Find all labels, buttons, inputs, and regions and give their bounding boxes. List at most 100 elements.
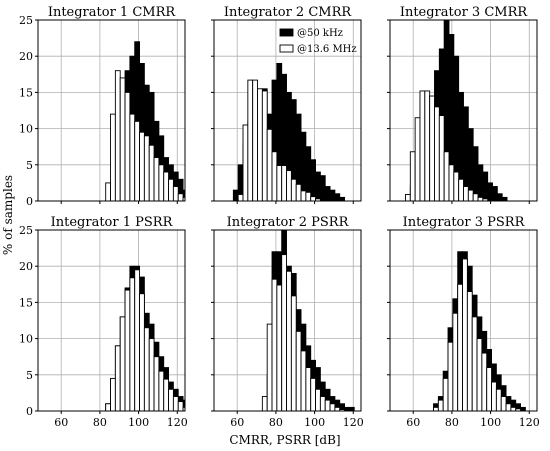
- bar-13-6mhz: [438, 115, 445, 201]
- bar-13-6mhz: [158, 370, 165, 411]
- bar-13-6mhz: [134, 269, 140, 411]
- bar-13-6mhz: [482, 198, 489, 201]
- panel-title: Integrator 2 PSRR: [227, 215, 350, 230]
- bar-13-6mhz: [319, 396, 326, 411]
- bar-13-6mhz: [447, 341, 454, 411]
- bar-13-6mhz: [143, 135, 150, 201]
- panel-title: Integrator 1 PSRR: [51, 215, 174, 230]
- bar-50khz: [188, 190, 193, 201]
- bar-13-6mhz: [315, 388, 321, 411]
- y-tick-label: 0: [26, 405, 33, 418]
- bar-13-6mhz: [163, 171, 170, 201]
- bar-13-6mhz: [153, 157, 160, 201]
- bar-50khz: [310, 159, 316, 201]
- x-tick-label: 60: [230, 416, 244, 429]
- bar-13-6mhz: [324, 399, 331, 411]
- bar-13-6mhz: [158, 164, 165, 201]
- bar-13-6mhz: [457, 283, 463, 411]
- bar-50khz: [492, 186, 498, 201]
- x-tick-label: 120: [167, 416, 188, 429]
- bar-13-6mhz: [290, 178, 297, 201]
- bar-50khz: [324, 186, 331, 201]
- bar-13-6mhz: [182, 406, 185, 411]
- bar-13-6mhz: [310, 377, 316, 411]
- bar-13-6mhz: [281, 165, 287, 201]
- bars-group: [405, 20, 508, 201]
- x-tick-label: 80: [93, 416, 107, 429]
- bar-13-6mhz: [124, 91, 131, 201]
- y-tick-label: 10: [19, 333, 33, 346]
- bars-group: [105, 41, 193, 201]
- bar-13-6mhz: [163, 378, 170, 411]
- bar-13-6mhz: [429, 95, 435, 201]
- x-tick-label: 80: [269, 416, 283, 429]
- bar-50khz: [487, 182, 493, 201]
- bar-13-6mhz: [153, 356, 160, 411]
- bar-50khz: [520, 406, 526, 411]
- bar-13-6mhz: [437, 399, 444, 411]
- bar-13-6mhz: [448, 164, 455, 201]
- bar-13-6mhz: [414, 117, 421, 201]
- bar-13-6mhz: [139, 293, 145, 411]
- x-tick-label: 60: [54, 416, 68, 429]
- bar-50khz: [477, 164, 484, 201]
- x-tick-label: 80: [445, 416, 459, 429]
- bar-13-6mhz: [510, 406, 517, 411]
- bar-13-6mhz: [276, 284, 283, 411]
- bar-13-6mhz: [182, 196, 185, 201]
- bar-13-6mhz: [110, 113, 116, 201]
- bar-13-6mhz: [305, 191, 312, 201]
- bar-50khz: [329, 189, 336, 201]
- bar-13-6mhz: [419, 90, 426, 201]
- bar-13-6mhz: [424, 90, 431, 201]
- bar-13-6mhz: [334, 406, 341, 411]
- bar-13-6mhz: [471, 316, 478, 411]
- panel-title: Integrator 2 CMRR: [224, 5, 353, 20]
- y-tick-label: 15: [19, 86, 33, 99]
- bar-13-6mhz: [124, 289, 131, 411]
- legend-label-13-6mhz: @13.6 MHz: [297, 44, 357, 55]
- x-tick-label: 60: [406, 416, 420, 429]
- bars-group: [232, 62, 346, 201]
- x-tick-label: 100: [128, 416, 149, 429]
- bar-13-6mhz: [257, 88, 263, 201]
- bar-13-6mhz: [300, 350, 307, 411]
- bar-13-6mhz: [129, 277, 136, 411]
- bar-13-6mhz: [481, 352, 488, 411]
- y-tick-label: 20: [19, 260, 33, 273]
- x-tick-label: 120: [343, 416, 364, 429]
- bar-13-6mhz: [286, 270, 292, 411]
- bar-13-6mhz: [409, 151, 416, 201]
- bar-50khz: [334, 193, 341, 201]
- bar-13-6mhz: [114, 345, 121, 411]
- y-tick-label: 25: [19, 14, 33, 27]
- bar-13-6mhz: [188, 199, 193, 201]
- bar-13-6mhz: [295, 183, 302, 201]
- bar-13-6mhz: [266, 323, 273, 411]
- bar-13-6mhz: [168, 388, 174, 411]
- bar-13-6mhz: [237, 194, 244, 201]
- y-tick-label: 20: [19, 50, 33, 63]
- x-axis-label: CMRR, PSRR [dB]: [229, 433, 340, 447]
- bar-13-6mhz: [172, 186, 179, 201]
- legend-swatch-50khz: [279, 28, 294, 37]
- y-tick-label: 5: [26, 369, 33, 382]
- bar-13-6mhz: [472, 193, 479, 201]
- bar-13-6mhz: [139, 131, 145, 201]
- bar-13-6mhz: [148, 144, 155, 201]
- bar-13-6mhz: [477, 196, 484, 201]
- panel-1: Integrator 1 CMRR 0 5 10 15 20 25: [19, 5, 193, 208]
- bar-13-6mhz: [295, 330, 302, 411]
- y-tick-label: 15: [19, 296, 33, 309]
- bar-13-6mhz: [305, 367, 312, 411]
- bar-13-6mhz: [148, 338, 155, 411]
- y-tick-label: 25: [19, 224, 33, 237]
- bar-13-6mhz: [495, 388, 502, 411]
- legend-swatch-13-6mhz: [279, 44, 294, 53]
- bar-13-6mhz: [315, 198, 321, 201]
- bar-13-6mhz: [434, 106, 440, 201]
- panel-frame: [213, 19, 362, 202]
- bar-13-6mhz: [261, 396, 268, 411]
- bar-13-6mhz: [339, 409, 346, 411]
